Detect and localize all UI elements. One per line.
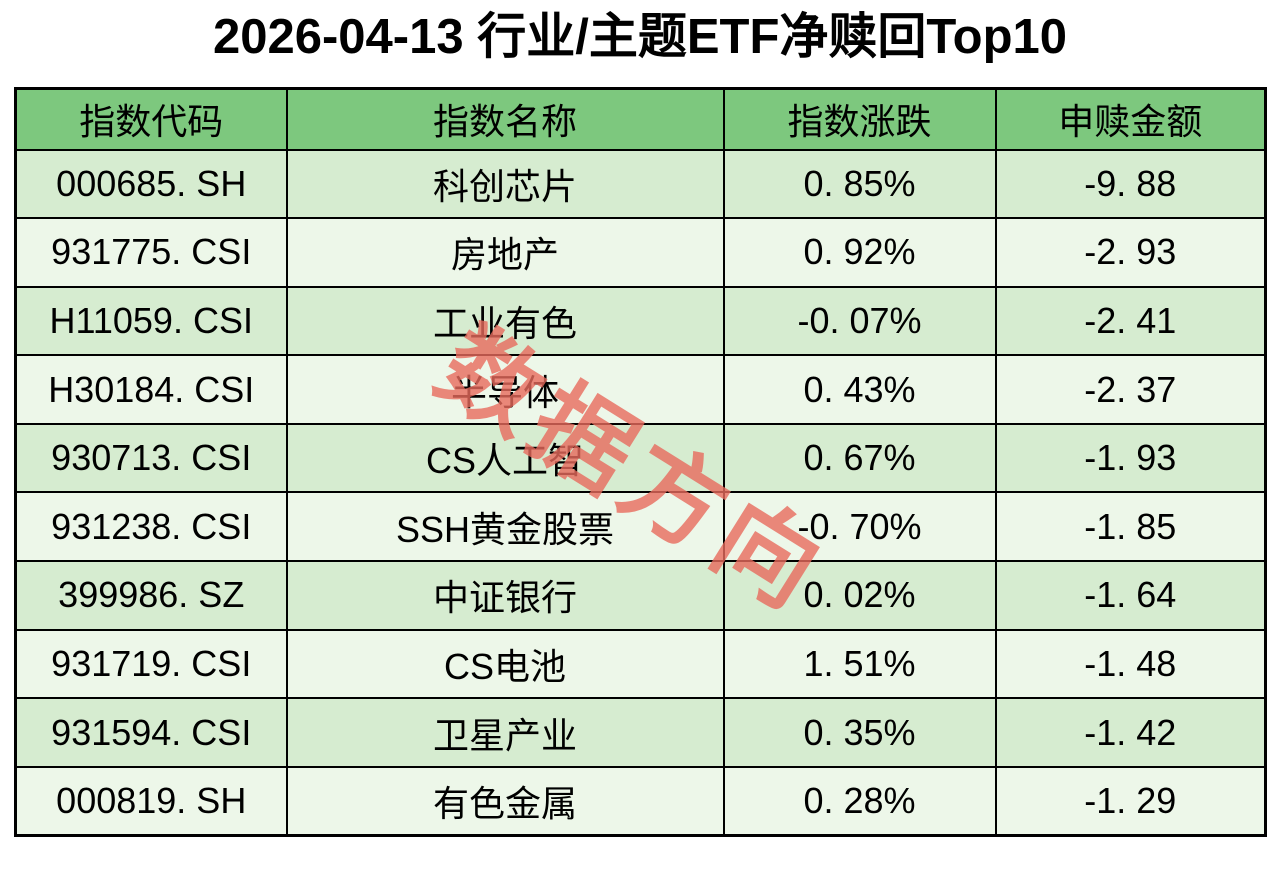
cell-index-change: 0. 35% [722,697,997,768]
page-title: 2026-04-13 行业/主题ETF净赎回Top10 [212,10,1068,64]
column-header-index-change: 指数涨跌 [722,87,997,151]
table-row: 931238. CSI SSH黄金股票 -0. 70% -1. 85 [14,491,1267,563]
cell-index-code: 931719. CSI [14,628,288,700]
cell-index-name: 卫星产业 [285,697,725,768]
cell-redeem-amount: -2. 37 [994,354,1267,425]
cell-index-change: 0. 67% [722,422,997,494]
cell-redeem-amount: -1. 64 [994,560,1267,631]
cell-index-name: CS人工智 [285,422,725,494]
table-header: 指数代码 指数名称 指数涨跌 申赎金额 [14,87,1267,151]
table-row: H30184. CSI 半导体 0. 43% -2. 37 [14,354,1267,425]
cell-redeem-amount: -1. 42 [994,697,1267,768]
cell-index-change: -0. 07% [722,285,997,357]
cell-index-code: H11059. CSI [14,285,288,357]
cell-index-change: -0. 70% [722,491,997,563]
cell-redeem-amount: -1. 29 [994,765,1267,837]
table-row: 930713. CSI CS人工智 0. 67% -1. 93 [14,422,1267,494]
table-row: 931594. CSI 卫星产业 0. 35% -1. 42 [14,697,1267,768]
cell-index-name: SSH黄金股票 [285,491,725,563]
column-header-redeem-amount: 申赎金额 [994,87,1267,151]
table-body: 000685. SH 科创芯片 0. 85% -9. 88 931775. CSI 房地产… [14,148,1267,837]
cell-redeem-amount: -1. 93 [994,422,1267,494]
cell-index-name: 工业有色 [285,285,725,357]
cell-index-code: 931594. CSI [14,697,288,768]
cell-redeem-amount: -9. 88 [994,148,1267,220]
table-row: 000819. SH 有色金属 0. 28% -1. 29 [14,765,1267,837]
cell-redeem-amount: -1. 48 [994,628,1267,700]
cell-index-code: 399986. SZ [14,560,288,631]
cell-index-code: 930713. CSI [14,422,288,494]
table-row: 931719. CSI CS电池 1. 51% -1. 48 [14,628,1267,700]
cell-redeem-amount: -1. 85 [994,491,1267,563]
cell-index-change: 0. 28% [722,765,997,837]
header-row: 指数代码 指数名称 指数涨跌 申赎金额 [14,87,1267,151]
cell-index-code: 931775. CSI [14,217,288,288]
cell-index-name: 房地产 [285,217,725,288]
column-header-index-code: 指数代码 [14,87,288,151]
cell-index-code: 000819. SH [14,765,288,837]
cell-index-name: CS电池 [285,628,725,700]
column-header-index-name: 指数名称 [285,87,725,151]
cell-index-change: 1. 51% [722,628,997,700]
cell-index-name: 中证银行 [285,560,725,631]
cell-index-change: 0. 85% [722,148,997,220]
cell-index-name: 有色金属 [285,765,725,837]
table-row: 931775. CSI 房地产 0. 92% -2. 93 [14,217,1267,288]
cell-index-change: 0. 02% [722,560,997,631]
cell-index-change: 0. 43% [722,354,997,425]
cell-index-code: H30184. CSI [14,354,288,425]
cell-redeem-amount: -2. 93 [994,217,1267,288]
cell-index-change: 0. 92% [722,217,997,288]
etf-table: 指数代码 指数名称 指数涨跌 申赎金额 000685. SH 科创芯片 0. 85%… [14,87,1267,837]
etf-table-container: 指数代码 指数名称 指数涨跌 申赎金额 000685. SH 科创芯片 0. 85%… [14,87,1267,837]
table-row: H11059. CSI 工业有色 -0. 07% -2. 41 [14,285,1267,357]
cell-index-name: 半导体 [285,354,725,425]
cell-index-code: 931238. CSI [14,491,288,563]
cell-index-code: 000685. SH [14,148,288,220]
table-row: 399986. SZ 中证银行 0. 02% -1. 64 [14,560,1267,631]
cell-index-name: 科创芯片 [285,148,725,220]
cell-redeem-amount: -2. 41 [994,285,1267,357]
table-row: 000685. SH 科创芯片 0. 85% -9. 88 [14,148,1267,220]
